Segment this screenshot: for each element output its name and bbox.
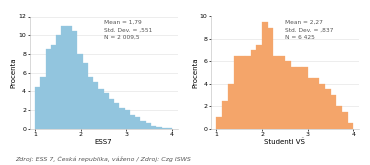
- Bar: [233, 56, 239, 129]
- Bar: [262, 22, 268, 129]
- Bar: [104, 93, 109, 129]
- Y-axis label: Procenta: Procenta: [192, 57, 198, 88]
- Bar: [83, 63, 88, 129]
- Bar: [216, 117, 222, 129]
- Text: Mean = 1,79
Std. Dev. = ,551
N = 2 009,5: Mean = 1,79 Std. Dev. = ,551 N = 2 009,5: [104, 20, 152, 40]
- Bar: [325, 89, 330, 129]
- Bar: [239, 56, 245, 129]
- Bar: [342, 112, 348, 129]
- Bar: [296, 67, 302, 129]
- Bar: [35, 87, 40, 129]
- Bar: [222, 101, 228, 129]
- Bar: [268, 28, 273, 129]
- Bar: [167, 128, 172, 129]
- Bar: [125, 110, 130, 129]
- Bar: [228, 84, 233, 129]
- Bar: [98, 89, 104, 129]
- Bar: [88, 77, 93, 129]
- Bar: [67, 26, 72, 129]
- Text: Zdroj: ESS 7, Česká republika, váženo / Zdroj: Czg ISWS: Zdroj: ESS 7, Česká republika, váženo / …: [15, 156, 191, 162]
- X-axis label: ESS7: ESS7: [95, 139, 112, 145]
- Bar: [156, 127, 162, 129]
- Bar: [72, 31, 77, 129]
- Bar: [336, 106, 342, 129]
- Bar: [256, 45, 262, 129]
- Bar: [245, 56, 250, 129]
- Bar: [302, 67, 308, 129]
- Bar: [61, 26, 67, 129]
- Bar: [146, 123, 151, 129]
- Bar: [135, 117, 141, 129]
- Bar: [40, 77, 46, 129]
- Bar: [56, 35, 61, 129]
- Bar: [130, 115, 135, 129]
- Bar: [141, 121, 146, 129]
- Bar: [348, 123, 353, 129]
- Text: Mean = 2,27
Std. Dev. = ,837
N = 6 425: Mean = 2,27 Std. Dev. = ,837 N = 6 425: [285, 20, 333, 40]
- Bar: [109, 99, 114, 129]
- Bar: [77, 54, 83, 129]
- Bar: [120, 108, 125, 129]
- Bar: [308, 78, 313, 129]
- Bar: [151, 126, 156, 129]
- Bar: [93, 82, 98, 129]
- Bar: [330, 95, 336, 129]
- Bar: [114, 102, 120, 129]
- Bar: [51, 45, 56, 129]
- Bar: [46, 49, 51, 129]
- Bar: [290, 67, 296, 129]
- Bar: [273, 56, 279, 129]
- Y-axis label: Procenta: Procenta: [11, 57, 17, 88]
- Bar: [319, 84, 325, 129]
- X-axis label: Studenti VŠ: Studenti VŠ: [265, 139, 305, 145]
- Bar: [279, 56, 285, 129]
- Bar: [250, 50, 256, 129]
- Bar: [162, 128, 167, 129]
- Bar: [285, 61, 290, 129]
- Bar: [313, 78, 319, 129]
